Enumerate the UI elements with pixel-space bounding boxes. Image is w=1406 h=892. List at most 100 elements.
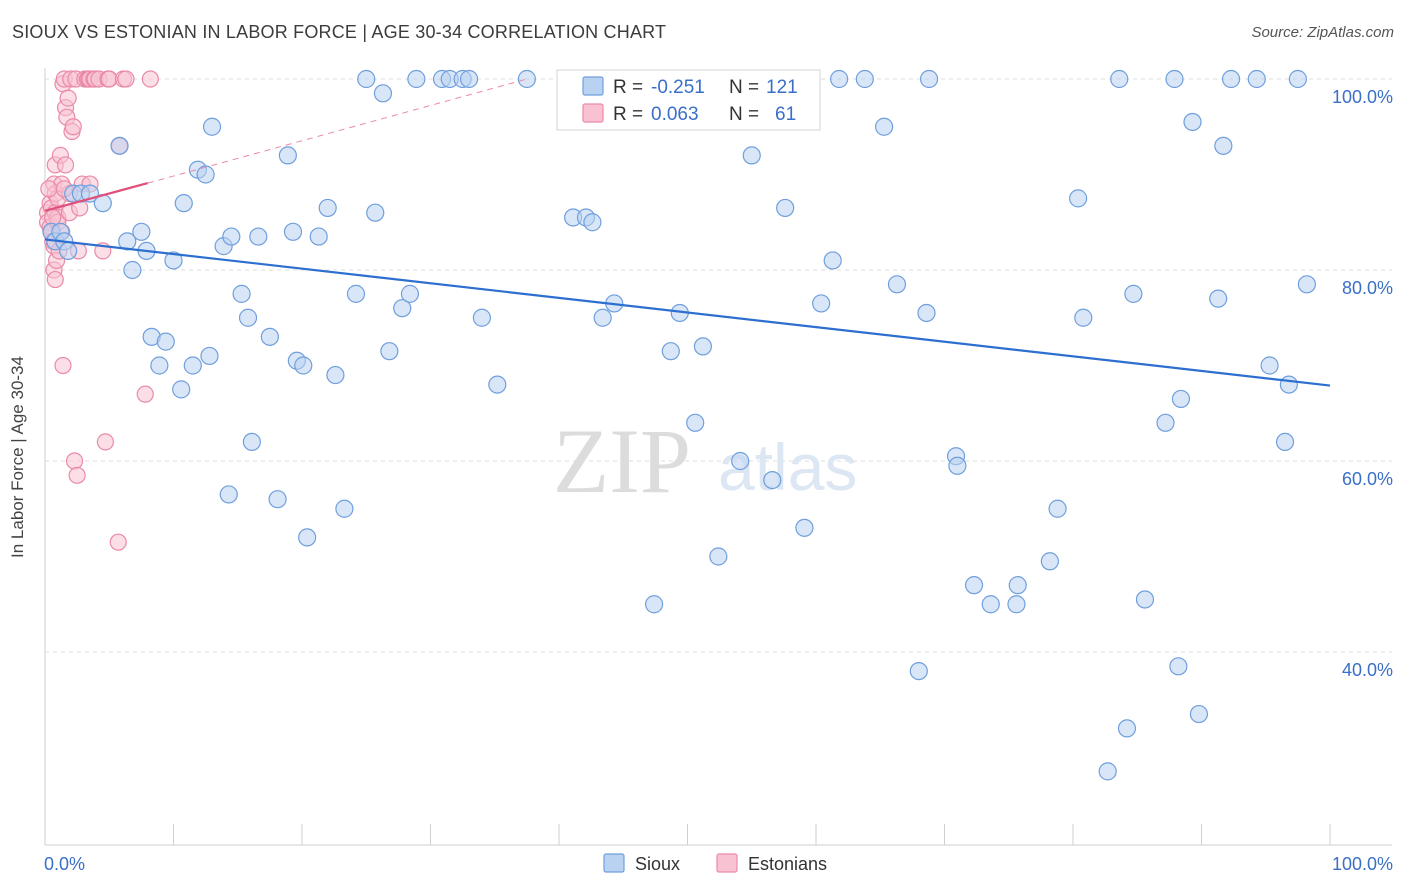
sioux-point-50 — [407, 69, 426, 89]
legend-swatch-sioux — [582, 76, 604, 96]
chart-source: Source: ZipAtlas.com — [1251, 24, 1394, 41]
legend-r-value-sioux: -0.251 — [651, 77, 705, 98]
estonians-point-53 — [136, 385, 154, 403]
axes — [44, 68, 1392, 846]
y-tick-label-0: 100.0% — [1332, 87, 1393, 107]
sioux-point-47 — [380, 342, 399, 361]
sioux-point-90 — [1008, 576, 1027, 595]
sioux-point-19 — [174, 194, 193, 213]
sioux-point-102 — [1169, 657, 1188, 676]
sioux-point-96 — [1110, 69, 1129, 89]
estonians-point-55 — [40, 180, 58, 198]
sioux-point-88 — [981, 595, 1000, 614]
sioux-point-55 — [472, 308, 491, 327]
y-tick-label-1: 80.0% — [1342, 278, 1393, 298]
sioux-point-41 — [326, 365, 345, 385]
series-legend-swatch-estonians — [716, 853, 738, 873]
sioux-point-111 — [1275, 432, 1295, 451]
sioux-point-114 — [1297, 275, 1316, 294]
sioux-point-87 — [964, 576, 984, 595]
sioux-point-48 — [393, 299, 412, 318]
sioux-point-20 — [183, 356, 202, 375]
sioux-point-81 — [887, 275, 907, 294]
legend-r-label-estonians: R = — [613, 104, 643, 125]
sioux-point-29 — [238, 308, 258, 327]
sioux-point-16 — [156, 332, 175, 351]
sioux-point-12 — [132, 222, 151, 241]
legend-n-label-sioux: N = — [729, 77, 759, 98]
sioux-point-97 — [1117, 719, 1137, 738]
sioux-point-82 — [909, 661, 928, 681]
sioux-point-77 — [823, 251, 842, 270]
legend-swatch-estonians — [582, 103, 604, 123]
sioux-trend-line — [44, 238, 1331, 387]
sioux-points — [42, 69, 1316, 781]
sioux-point-75 — [795, 518, 814, 537]
estonians-points — [38, 70, 159, 551]
sioux-point-99 — [1135, 590, 1155, 609]
sioux-point-44 — [357, 69, 376, 89]
sioux-point-30 — [242, 432, 261, 451]
estonians-point-10 — [46, 270, 64, 289]
watermark-zip: ZIP — [553, 410, 691, 512]
estonians-point-34 — [68, 466, 86, 484]
sioux-point-18 — [172, 380, 191, 399]
estonians-point-52 — [117, 70, 135, 88]
estonians-trend-line — [44, 182, 149, 212]
sioux-point-22 — [196, 165, 215, 184]
sioux-point-79 — [855, 69, 874, 89]
estonians-point-32 — [65, 452, 84, 470]
sioux-point-40 — [318, 198, 337, 218]
sioux-point-106 — [1209, 289, 1228, 308]
sioux-point-101 — [1165, 69, 1184, 89]
sioux-point-56 — [488, 375, 507, 394]
sioux-point-89 — [1007, 595, 1026, 614]
sioux-point-35 — [283, 222, 303, 241]
sioux-point-38 — [298, 528, 317, 547]
sioux-point-15 — [150, 356, 169, 375]
sioux-point-4 — [59, 241, 78, 260]
trend-lines — [44, 78, 1331, 387]
sioux-point-100 — [1156, 413, 1175, 432]
estonians-point-49 — [109, 533, 127, 551]
sioux-point-110 — [1260, 356, 1279, 375]
sioux-point-68 — [693, 337, 713, 356]
sioux-point-107 — [1214, 136, 1233, 155]
sioux-point-83 — [917, 303, 936, 323]
sioux-point-72 — [763, 471, 782, 490]
sioux-point-9 — [110, 136, 129, 155]
sioux-point-11 — [123, 260, 142, 280]
x-tick-label-0: 0.0% — [44, 854, 85, 874]
sioux-point-104 — [1183, 112, 1202, 132]
estonians-point-46 — [96, 433, 114, 451]
sioux-point-28 — [232, 284, 251, 303]
sioux-point-84 — [919, 69, 939, 89]
sioux-point-94 — [1074, 308, 1093, 327]
sioux-point-33 — [268, 490, 287, 509]
estonians-point-21 — [54, 356, 72, 375]
sioux-point-46 — [373, 84, 393, 103]
legend-n-value-estonians: 61 — [775, 104, 796, 125]
sioux-point-93 — [1069, 189, 1088, 208]
sioux-point-76 — [812, 294, 831, 313]
sioux-point-65 — [661, 342, 680, 361]
sioux-point-42 — [335, 499, 354, 518]
series-legend: Sioux Estonians — [603, 853, 827, 874]
estonians-point-27 — [59, 89, 77, 107]
sioux-point-45 — [366, 203, 385, 222]
estonians-point-25 — [56, 156, 75, 174]
sioux-point-74 — [776, 198, 795, 218]
sioux-point-95 — [1098, 762, 1117, 781]
sioux-point-70 — [731, 451, 750, 471]
sioux-point-98 — [1124, 284, 1143, 303]
sioux-point-112 — [1279, 375, 1298, 394]
sioux-point-80 — [875, 117, 894, 136]
sioux-point-92 — [1048, 499, 1067, 518]
sioux-point-54 — [459, 69, 479, 89]
legend-r-label-sioux: R = — [613, 77, 643, 98]
sioux-point-61 — [593, 308, 612, 327]
sioux-point-71 — [742, 146, 761, 165]
estonians-point-31 — [64, 118, 82, 136]
sioux-point-31 — [249, 227, 268, 246]
sioux-point-69 — [709, 547, 728, 566]
